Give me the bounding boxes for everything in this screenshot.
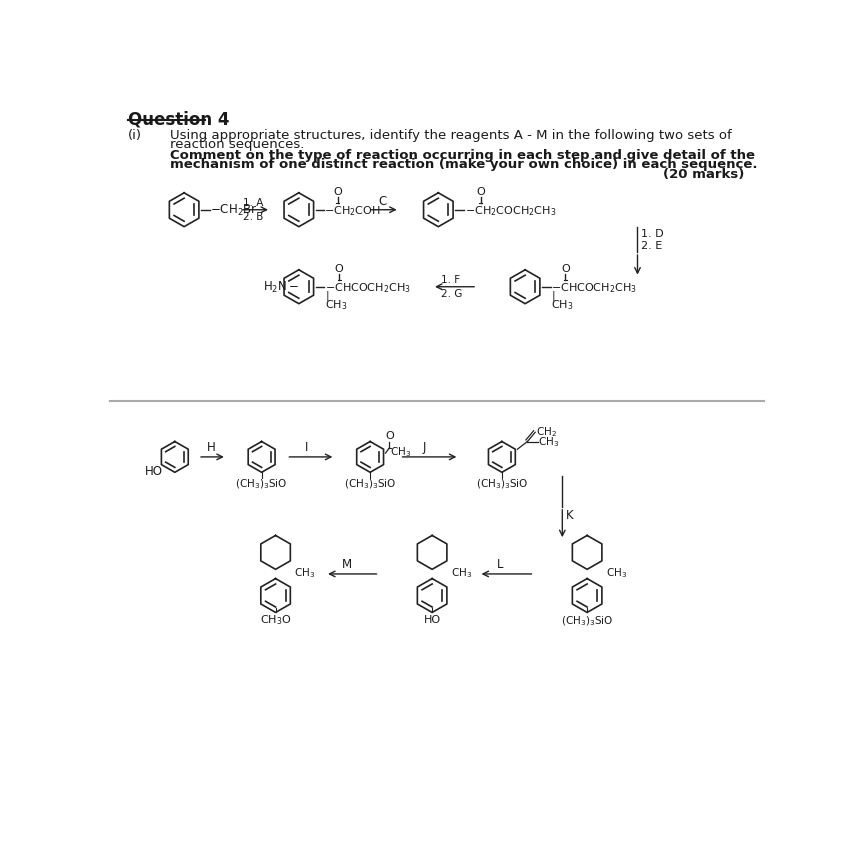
Text: $\mathsf{CH_3}$: $\mathsf{CH_3}$ [551, 297, 573, 311]
Text: $\mathsf{(CH_3)_3SiO}$: $\mathsf{(CH_3)_3SiO}$ [235, 477, 287, 490]
Text: J: J [423, 441, 426, 453]
Text: O: O [334, 263, 343, 273]
Text: M: M [342, 557, 352, 571]
Text: $\mathsf{CH_3}$: $\mathsf{CH_3}$ [538, 436, 559, 449]
Text: Comment on the type of reaction occurring in each step and give detail of the: Comment on the type of reaction occurrin… [170, 149, 754, 162]
Text: H: H [206, 441, 215, 453]
Text: $\mathsf{-CHCOCH_2CH_3}$: $\mathsf{-CHCOCH_2CH_3}$ [325, 280, 411, 295]
Text: O: O [384, 430, 394, 441]
Text: C: C [378, 194, 387, 208]
Text: Using appropriate structures, identify the reagents A - M in the following two s: Using appropriate structures, identify t… [170, 129, 731, 142]
Text: $\mathsf{CH_3O}$: $\mathsf{CH_3O}$ [260, 612, 291, 625]
Text: $\mathsf{-CH_2COH}$: $\mathsf{-CH_2COH}$ [324, 203, 381, 218]
Text: mechanism of one distinct reaction (make your own choice) in each sequence.: mechanism of one distinct reaction (make… [170, 158, 757, 171]
Text: K: K [565, 509, 573, 522]
Text: 2. B: 2. B [243, 212, 263, 222]
Text: $\mathsf{H_2N-}$: $\mathsf{H_2N-}$ [263, 280, 299, 295]
Text: (20 marks): (20 marks) [662, 167, 744, 181]
Text: O: O [476, 187, 485, 197]
Text: Question 4: Question 4 [128, 111, 229, 128]
Text: $\mathsf{|}$: $\mathsf{|}$ [325, 289, 329, 303]
Text: 1. F: 1. F [440, 275, 460, 285]
Text: 2. E: 2. E [640, 241, 661, 251]
Text: $\mathsf{-CHCOCH_2CH_3}$: $\mathsf{-CHCOCH_2CH_3}$ [551, 280, 636, 295]
Text: $\mathsf{-CH_2Br}$: $\mathsf{-CH_2Br}$ [210, 203, 258, 218]
Text: HO: HO [423, 614, 440, 624]
Text: $\mathsf{CH_3}$: $\mathsf{CH_3}$ [450, 565, 471, 579]
Text: $\mathsf{CH_3}$: $\mathsf{CH_3}$ [605, 565, 626, 579]
Text: L: L [496, 557, 503, 571]
Text: 1. A: 1. A [243, 198, 263, 208]
Text: HO: HO [145, 465, 164, 478]
Text: $\mathsf{CH_3}$: $\mathsf{CH_3}$ [390, 444, 411, 458]
Text: $\mathsf{(CH_3)_3SiO}$: $\mathsf{(CH_3)_3SiO}$ [475, 477, 527, 490]
Text: $\mathsf{CH_2}$: $\mathsf{CH_2}$ [535, 425, 556, 438]
Text: $\mathsf{(CH_3)_3SiO}$: $\mathsf{(CH_3)_3SiO}$ [561, 614, 613, 627]
Text: $\mathsf{CH_3}$: $\mathsf{CH_3}$ [294, 565, 315, 579]
Text: O: O [333, 187, 342, 197]
Text: (i): (i) [128, 129, 142, 142]
Text: 1. D: 1. D [640, 229, 663, 239]
Text: $\mathsf{-CH_2COCH_2CH_3}$: $\mathsf{-CH_2COCH_2CH_3}$ [464, 203, 556, 218]
Text: reaction sequences.: reaction sequences. [170, 138, 304, 151]
Text: O: O [561, 263, 569, 273]
Text: $\mathsf{CH_3}$: $\mathsf{CH_3}$ [325, 297, 348, 311]
Text: 2. G: 2. G [440, 289, 463, 299]
Text: I: I [305, 441, 308, 453]
Text: $\mathsf{(CH_3)_3SiO}$: $\mathsf{(CH_3)_3SiO}$ [343, 477, 396, 490]
Text: $\mathsf{|}$: $\mathsf{|}$ [551, 289, 555, 303]
